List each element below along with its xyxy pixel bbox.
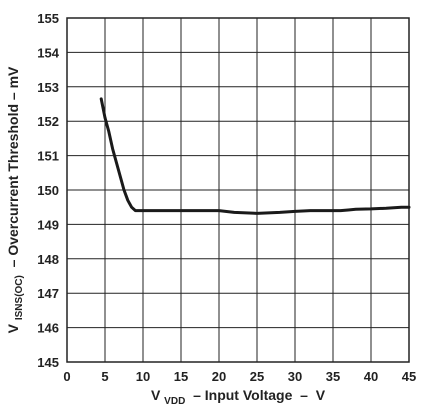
y-tick-label: 147 [37,286,59,301]
x-tick-label: 35 [326,369,340,384]
y-tick-label: 151 [37,149,59,164]
x-tick-label: 15 [174,369,188,384]
y-tick-label: 155 [37,11,59,26]
plot-frame [66,17,410,363]
x-axis-label-suffix: – Input Voltage – V [189,387,326,403]
y-axis-label: V ISNS(OC) – Overcurrent Threshold – mV [5,66,25,333]
x-axis-label-prefix: V [151,387,161,403]
x-tick-label: 25 [250,369,264,384]
x-tick-label: 40 [364,369,378,384]
y-tick-label: 146 [37,321,59,336]
x-tick-label: 30 [288,369,302,384]
y-tick-labels: 145 146 147 148 149 150 151 152 153 154 155 [37,11,59,370]
x-tick-label: 20 [212,369,226,384]
x-tick-label: 5 [101,369,108,384]
y-axis-label-prefix: V [5,323,21,333]
x-tick-label: 10 [136,369,150,384]
x-tick-labels: 0 5 10 15 20 25 30 35 40 45 [63,369,416,384]
y-tick-label: 154 [37,45,59,60]
series-layer [99,97,411,215]
series-line [99,97,411,215]
y-tick-label: 150 [37,183,59,198]
x-tick-label: 45 [402,369,416,384]
y-axis-label-subscript: ISNS(OC) [14,275,25,320]
x-axis-label-subscript: VDD [164,396,185,407]
plot-border [66,17,410,363]
y-tick-label: 153 [37,80,59,95]
x-tick-label: 0 [63,369,70,384]
x-axis-label: V VDD – Input Voltage – V [151,387,326,407]
y-tick-label: 149 [37,217,59,232]
y-tick-label: 148 [37,252,59,267]
y-tick-label: 152 [37,114,59,129]
grid-layer [67,18,409,362]
y-axis-label-suffix: – Overcurrent Threshold – mV [5,66,21,271]
y-tick-label: 145 [37,355,59,370]
